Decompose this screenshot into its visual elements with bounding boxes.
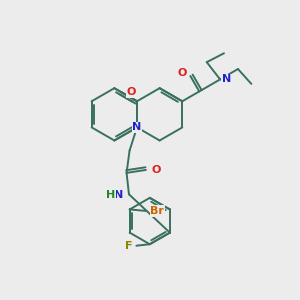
Text: Br: Br <box>150 206 164 216</box>
Text: N: N <box>222 74 231 84</box>
Text: O: O <box>178 68 187 78</box>
Text: O: O <box>151 165 160 175</box>
Text: N: N <box>114 190 123 200</box>
Text: F: F <box>125 241 133 251</box>
Text: O: O <box>126 87 136 97</box>
Text: N: N <box>132 122 142 132</box>
Text: H: H <box>106 190 116 200</box>
